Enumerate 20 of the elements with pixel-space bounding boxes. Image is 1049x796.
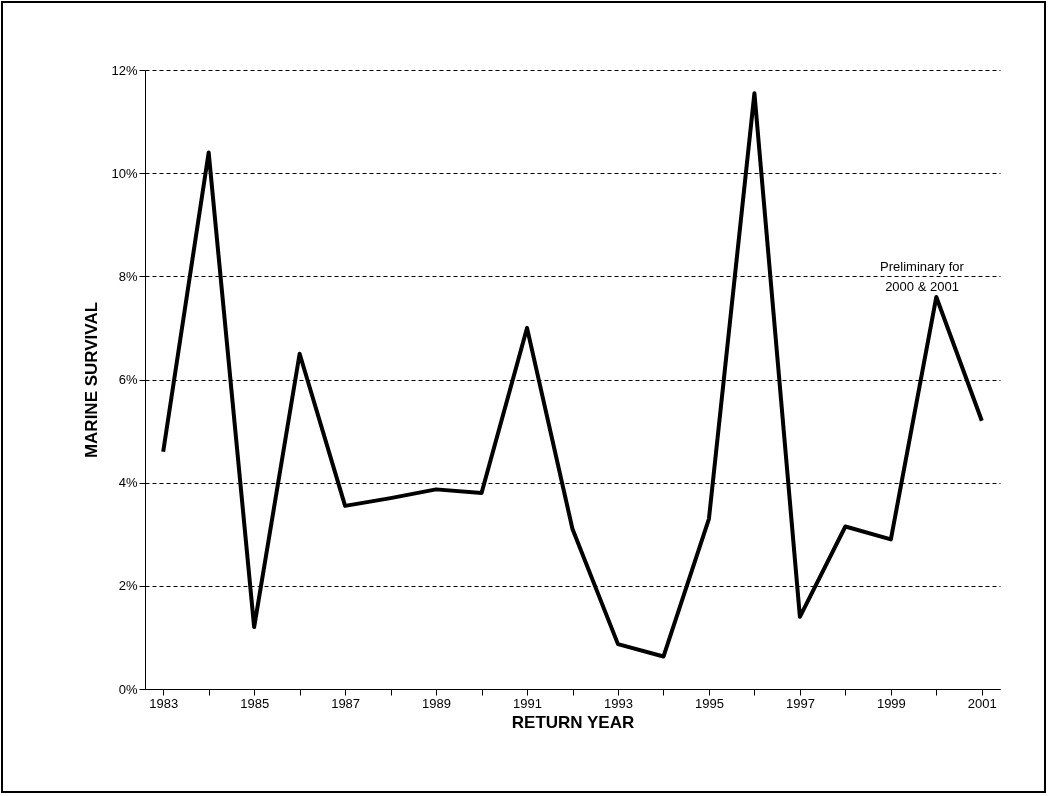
y-tick-label: 8% (118, 268, 138, 284)
x-tick-label: 1985 (240, 695, 270, 711)
x-tick-label: 1995 (694, 695, 724, 711)
x-tick-label: 2001 (967, 695, 997, 711)
x-tick-label: 1999 (876, 695, 906, 711)
annotation: Preliminary for 2000 & 2001 (880, 259, 965, 294)
y-tick-label: 4% (118, 475, 138, 491)
y-tick-label: 10% (111, 165, 138, 181)
x-tick-label: 1993 (604, 695, 633, 711)
x-tick-label: 1989 (422, 695, 452, 711)
x-tick-label: 1991 (513, 695, 542, 711)
y-tick-label: 2% (118, 578, 138, 594)
x-axis-title: RETURN YEAR (511, 712, 635, 732)
x-tick-label: 1983 (149, 695, 179, 711)
y-tick-label: 12% (111, 62, 138, 78)
y-axis-title: MARINE SURVIVAL (82, 301, 102, 459)
x-tick-label: 1997 (785, 695, 815, 711)
y-tick-label: 0% (118, 681, 138, 697)
y-tick-label: 6% (118, 372, 138, 387)
x-tick-label: 1987 (331, 695, 361, 711)
